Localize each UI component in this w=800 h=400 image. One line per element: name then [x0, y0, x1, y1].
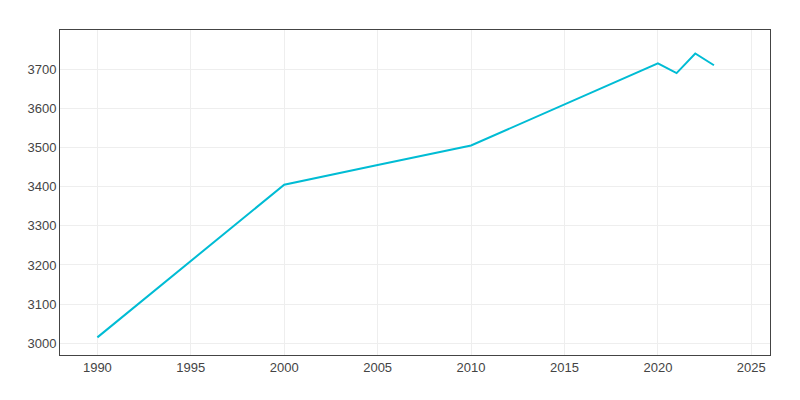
svg-text:3500: 3500 [27, 140, 56, 155]
svg-text:2000: 2000 [270, 360, 299, 375]
svg-text:3300: 3300 [27, 218, 56, 233]
svg-text:3000: 3000 [27, 336, 56, 351]
svg-text:2025: 2025 [737, 360, 766, 375]
svg-text:3100: 3100 [27, 297, 56, 312]
svg-text:2020: 2020 [643, 360, 672, 375]
svg-text:3600: 3600 [27, 101, 56, 116]
svg-text:1995: 1995 [176, 360, 205, 375]
svg-text:3400: 3400 [27, 179, 56, 194]
svg-text:3200: 3200 [27, 257, 56, 272]
svg-text:3700: 3700 [27, 62, 56, 77]
svg-text:2010: 2010 [457, 360, 486, 375]
svg-text:1990: 1990 [83, 360, 112, 375]
svg-text:2015: 2015 [550, 360, 579, 375]
svg-text:2005: 2005 [363, 360, 392, 375]
